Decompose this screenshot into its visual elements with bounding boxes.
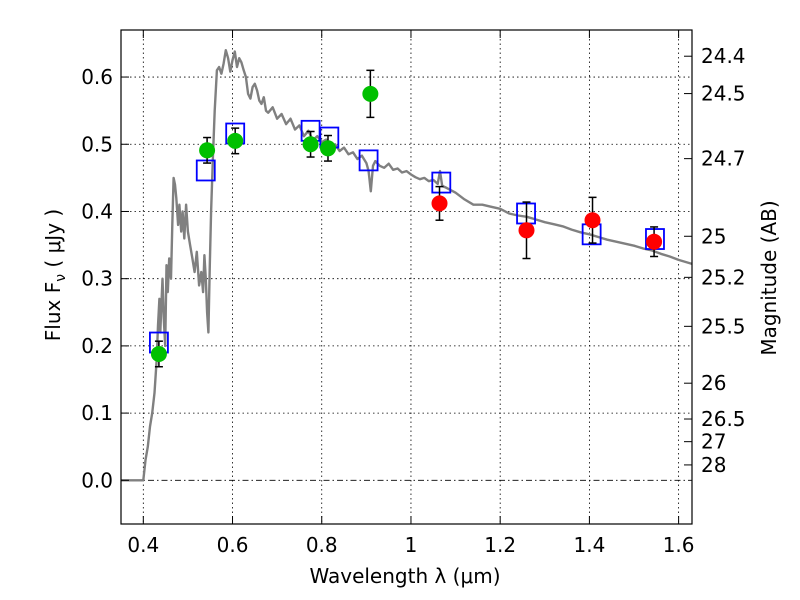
data-points xyxy=(149,69,665,368)
nir-point-0 xyxy=(431,195,448,212)
optical-point-1 xyxy=(199,142,216,159)
mag-tick-label: 27 xyxy=(701,430,726,454)
x-tick-label: 0.4 xyxy=(127,533,159,557)
optical-point-4 xyxy=(319,140,336,157)
x-tick-label: 1.4 xyxy=(573,533,605,557)
mag-tick-label: 25.5 xyxy=(701,314,746,338)
x-tick-label: 1.2 xyxy=(484,533,516,557)
nir-point-1 xyxy=(518,222,535,239)
model-box-6 xyxy=(431,171,452,194)
optical-point-0 xyxy=(150,345,167,362)
nir-point-2 xyxy=(584,212,601,229)
sed-curve-layer xyxy=(121,49,693,482)
mag-tick-label: 24.4 xyxy=(701,44,746,68)
y-tick-label: 0.5 xyxy=(81,132,113,156)
x-tick-label: 1.6 xyxy=(663,533,695,557)
y-tick-label: 0.3 xyxy=(81,267,113,291)
y-axis-label-unit: ( μJy ) xyxy=(41,209,65,274)
x-tick-label: 0.8 xyxy=(306,533,338,557)
optical-point-2 xyxy=(227,132,244,149)
x-axis-label: Wavelength λ (μm) xyxy=(309,564,500,588)
mag-tick-label: 25 xyxy=(701,224,726,248)
mag-tick-label: 26.5 xyxy=(701,407,746,431)
y-tick-label: 0.4 xyxy=(81,199,113,223)
x-tick-label: 0.6 xyxy=(217,533,249,557)
y-axis-label-subscript: ν xyxy=(53,274,69,282)
right-axis-label: Magnitude (AB) xyxy=(757,200,781,355)
mag-tick-label: 28 xyxy=(701,453,726,477)
model-box-5 xyxy=(358,149,379,172)
mag-tick-label: 24.7 xyxy=(701,147,746,171)
y-axis-label: Flux Fν ( μJy ) xyxy=(41,209,69,341)
optical-point-3 xyxy=(302,136,319,153)
nir-point-3 xyxy=(646,233,663,250)
x-tick-label: 1 xyxy=(405,533,418,557)
y-tick-label: 0.0 xyxy=(81,468,113,492)
y-tick-label: 0.2 xyxy=(81,334,113,358)
y-tick-label: 0.1 xyxy=(81,401,113,425)
sed-curve xyxy=(121,49,693,482)
axes: 0.4 0.6 0.8 1 1.2 1.4 1.6 0.0 0.1 0.2 0.3 0.4 0.5 0.6… xyxy=(81,29,746,557)
mag-tick-label: 24.5 xyxy=(701,82,746,106)
mag-tick-label: 25.2 xyxy=(701,265,746,289)
optical-point-5 xyxy=(362,85,379,102)
mag-tick-label: 26 xyxy=(701,371,726,395)
model-box-1 xyxy=(195,159,216,182)
y-axis-label-text: Flux F xyxy=(41,282,65,341)
y-tick-label: 0.6 xyxy=(81,65,113,89)
